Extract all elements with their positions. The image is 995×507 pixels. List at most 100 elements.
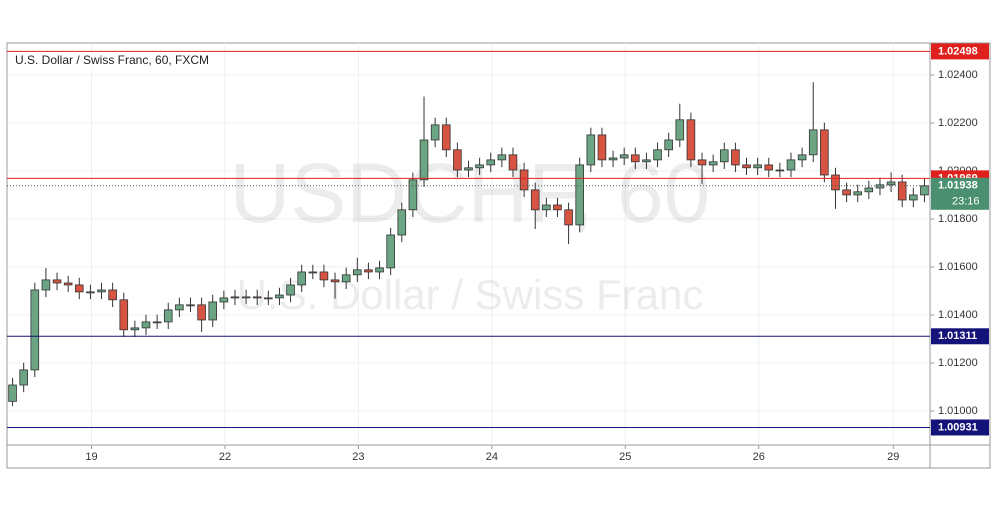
y-tick-label: 1.01800 xyxy=(938,213,978,225)
candle-body xyxy=(419,139,429,181)
x-tick-label: 25 xyxy=(619,451,631,463)
candle-body xyxy=(19,369,28,386)
candles xyxy=(8,82,929,407)
candle-body xyxy=(597,134,607,161)
last-price-label-bg xyxy=(931,177,989,210)
candle-body xyxy=(664,139,673,151)
candle-body xyxy=(909,194,918,201)
candle-body xyxy=(441,124,451,151)
candle-body xyxy=(453,149,462,171)
candle-body xyxy=(897,181,907,201)
candle-body xyxy=(653,149,662,161)
candle-body xyxy=(319,271,329,281)
candle-body xyxy=(619,154,629,159)
candle-body xyxy=(308,271,318,274)
candle-body xyxy=(230,296,240,299)
candle-body xyxy=(764,164,774,171)
candle-body xyxy=(842,189,851,196)
candle-body xyxy=(464,167,473,171)
candle-body xyxy=(52,279,62,284)
candle-body xyxy=(41,279,51,291)
candle-body xyxy=(642,159,651,163)
candle-body xyxy=(430,124,440,141)
candle-body xyxy=(130,327,140,331)
candle-body xyxy=(252,296,262,299)
candle-body xyxy=(108,289,117,301)
candle-body xyxy=(30,289,40,371)
x-tick-label: 26 xyxy=(753,451,765,463)
watermark-subtitle: U.S. Dollar / Swiss Franc xyxy=(237,271,704,318)
candle-body xyxy=(697,159,707,166)
candle-body xyxy=(175,304,184,311)
candle-body xyxy=(397,209,407,236)
candle-body xyxy=(686,119,696,161)
y-tick-label: 1.01400 xyxy=(938,309,978,321)
candle-body xyxy=(486,159,496,166)
title-bg xyxy=(10,52,222,70)
candle-body xyxy=(219,297,229,303)
y-tick-label: 1.01000 xyxy=(938,405,978,417)
chart-title: U.S. Dollar / Swiss Franc, 60, FXCM xyxy=(15,53,209,67)
candle-body xyxy=(297,271,306,286)
candle-body xyxy=(920,185,929,196)
candle-body xyxy=(831,174,840,191)
candle-body xyxy=(553,204,562,211)
candle-body xyxy=(808,129,818,156)
candle-body xyxy=(786,159,796,171)
y-tick-label: 1.01600 xyxy=(938,261,978,273)
price-level-label-bg xyxy=(931,328,989,345)
candle-body xyxy=(286,284,295,296)
candle-body xyxy=(8,384,17,402)
candle-body xyxy=(74,284,84,293)
candle-body xyxy=(820,129,829,176)
candle-body xyxy=(197,304,206,321)
candle-body xyxy=(742,164,751,169)
candle-body xyxy=(797,154,807,161)
candle-body xyxy=(364,269,373,273)
candle-body xyxy=(97,289,106,293)
candle-body xyxy=(275,294,284,299)
price-level-label-bg xyxy=(931,43,989,60)
countdown: 23:16 xyxy=(952,196,980,208)
candle-body xyxy=(564,209,573,226)
candle-body xyxy=(519,169,529,191)
candle-body xyxy=(141,321,151,329)
chart-frame xyxy=(6,42,991,469)
candle-body xyxy=(508,154,518,171)
candle-body xyxy=(163,309,173,323)
candle-body xyxy=(264,297,273,300)
grid: 1.010001.012001.014001.016001.018001.020… xyxy=(7,43,978,463)
candle-body xyxy=(375,267,384,273)
candle-body xyxy=(408,179,418,211)
candle-body xyxy=(208,301,218,321)
candle-body xyxy=(775,169,785,172)
x-tick-label: 22 xyxy=(219,451,231,463)
candle-body xyxy=(353,269,362,276)
y-tick-label: 1.02200 xyxy=(938,117,978,129)
candle-body xyxy=(63,282,73,286)
x-tick-label: 29 xyxy=(887,451,899,463)
candle-body xyxy=(886,181,896,186)
candle-body xyxy=(119,299,129,331)
y-tick-label: 1.02400 xyxy=(938,69,978,81)
candle-body xyxy=(608,157,618,161)
candle-body xyxy=(530,189,540,211)
candle-body xyxy=(864,187,874,193)
candle-body xyxy=(875,184,885,189)
candle-body xyxy=(386,234,395,269)
candle-body xyxy=(186,304,195,307)
candle-body xyxy=(86,291,95,294)
price-level-label-bg xyxy=(931,419,989,436)
last-price-label: 1.01938 xyxy=(938,180,978,192)
candle-body xyxy=(575,164,584,226)
candle-body xyxy=(341,274,351,283)
candle-body xyxy=(542,204,551,211)
price-level-label: 1.02498 xyxy=(938,45,978,57)
candle-body xyxy=(241,296,251,299)
candle-body xyxy=(330,279,340,283)
watermark: USDCHF, 60 xyxy=(230,146,711,240)
candle-body xyxy=(753,164,762,169)
x-tick-label: 24 xyxy=(486,451,498,463)
